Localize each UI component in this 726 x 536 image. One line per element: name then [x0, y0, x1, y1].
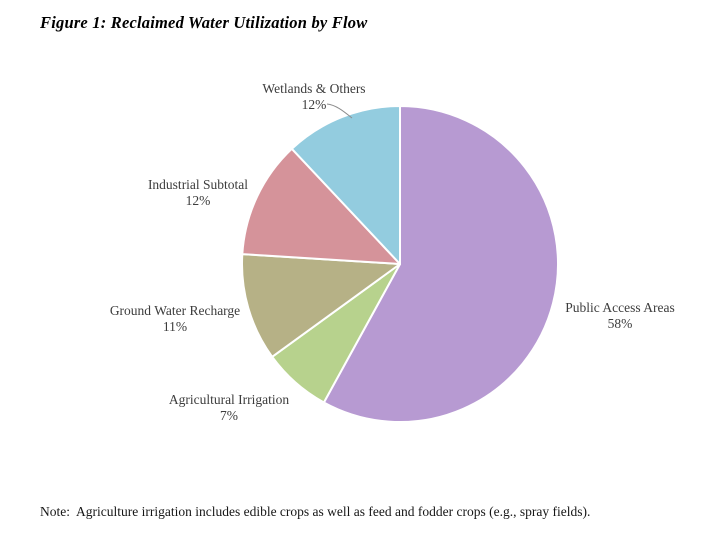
- slice-label-industrial-subtotal: Industrial Subtotal 12%: [148, 177, 248, 209]
- slice-percent-text: 12%: [301, 97, 327, 112]
- pie-slice-ground-water-recharge: [240, 253, 401, 358]
- slice-percent-text: 7%: [220, 408, 238, 423]
- slice-percent-text: 11%: [162, 319, 188, 334]
- pie-slice-wetlands-others: [290, 105, 401, 265]
- figure-title: Figure 1: Reclaimed Water Utilization by…: [40, 13, 368, 32]
- slice-percent-text: 12%: [185, 193, 211, 208]
- label-leader-line: [326, 103, 353, 119]
- pie-slice-public-access-areas: [322, 105, 559, 423]
- slice-percent-text: 58%: [607, 316, 633, 331]
- slice-label-ground-water-recharge: Ground Water Recharge 11%: [110, 303, 240, 335]
- slice-label-text: Wetlands & Others: [262, 81, 366, 96]
- slice-label-text: Agricultural Irrigation: [168, 392, 290, 407]
- slice-label-agricultural-irrigation: Agricultural Irrigation 7%: [169, 392, 289, 424]
- slice-label-wetlands-others: Wetlands & Others 12%: [262, 81, 365, 113]
- figure-note: Note: Agriculture irrigation includes ed…: [40, 504, 591, 519]
- slice-label-text: Industrial Subtotal: [147, 177, 249, 192]
- pie-slice-industrial-subtotal: [241, 147, 401, 265]
- slice-label-text: Public Access Areas: [565, 300, 675, 315]
- slice-label-text: Ground Water Recharge: [109, 303, 241, 318]
- slice-label-public-access-areas: Public Access Areas 58%: [565, 300, 674, 332]
